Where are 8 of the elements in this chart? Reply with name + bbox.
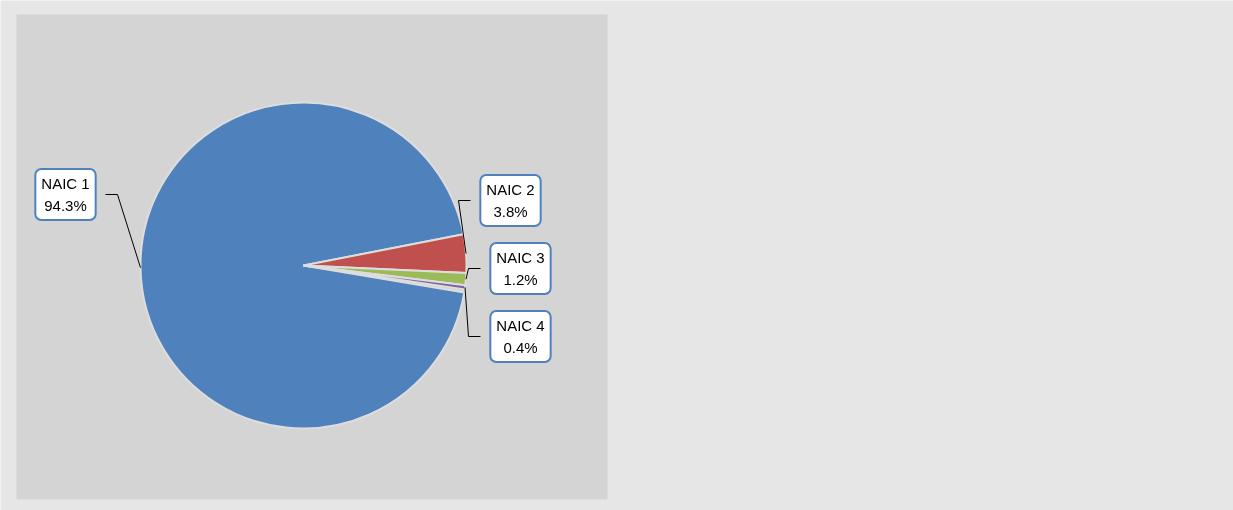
slice-label: NAIC 4 bbox=[496, 316, 545, 334]
data-label: 94.3% bbox=[44, 197, 87, 215]
data-label: 1.2% bbox=[503, 271, 538, 289]
slice-label: NAIC 1 bbox=[41, 174, 90, 192]
data-label: 0.4% bbox=[503, 339, 538, 357]
slice-label: NAIC 2 bbox=[486, 180, 535, 198]
data-label: 3.8% bbox=[493, 203, 528, 221]
slice-label: NAIC 3 bbox=[496, 248, 545, 266]
